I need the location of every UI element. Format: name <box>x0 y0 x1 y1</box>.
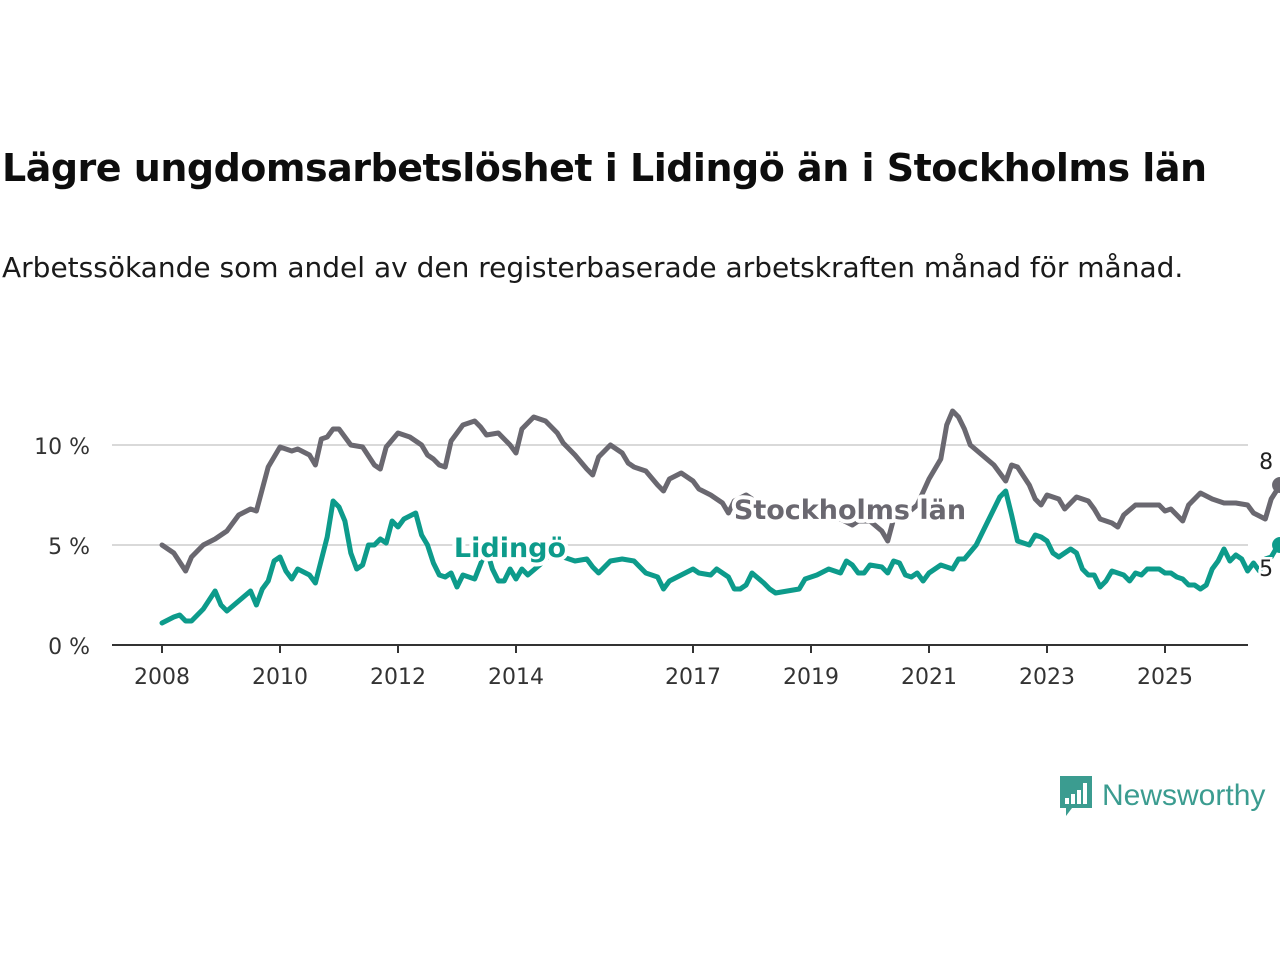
x-tick-label: 2025 <box>1137 665 1193 690</box>
lidingo-end-point <box>1272 537 1280 553</box>
lidingo-line <box>159 488 1280 626</box>
newsworthy-logo: Newsworthy <box>1058 774 1265 818</box>
x-tick-label: 2023 <box>1019 665 1075 690</box>
stockholm-end-label: 8 % <box>1259 450 1280 475</box>
stockholm-line <box>159 408 1280 574</box>
chart-subtitle: Arbetssökande som andel av den registerb… <box>2 251 1184 284</box>
stockholm-series-label: Stockholms län <box>734 495 966 526</box>
y-tick-label: 10 % <box>34 435 90 460</box>
x-tick-label: 2019 <box>783 665 839 690</box>
chart-title: Lägre ungdomsarbetslöshet i Lidingö än i… <box>2 146 1207 190</box>
x-tick-label: 2021 <box>901 665 957 690</box>
y-tick-label: 0 % <box>48 635 90 660</box>
y-tick-label: 5 % <box>48 535 90 560</box>
stockholm-end-point <box>1272 477 1280 493</box>
x-tick-label: 2017 <box>665 665 721 690</box>
lidingo-end-label: 5 % <box>1259 557 1280 582</box>
x-tick-label: 2008 <box>134 665 190 690</box>
bar-chart-icon <box>1060 776 1092 816</box>
x-tick-label: 2014 <box>488 665 544 690</box>
brand-name: Newsworthy <box>1102 779 1266 812</box>
x-tick-label: 2010 <box>252 665 308 690</box>
lidingo-series-label: Lidingö <box>454 533 566 564</box>
x-tick-label: 2012 <box>370 665 426 690</box>
